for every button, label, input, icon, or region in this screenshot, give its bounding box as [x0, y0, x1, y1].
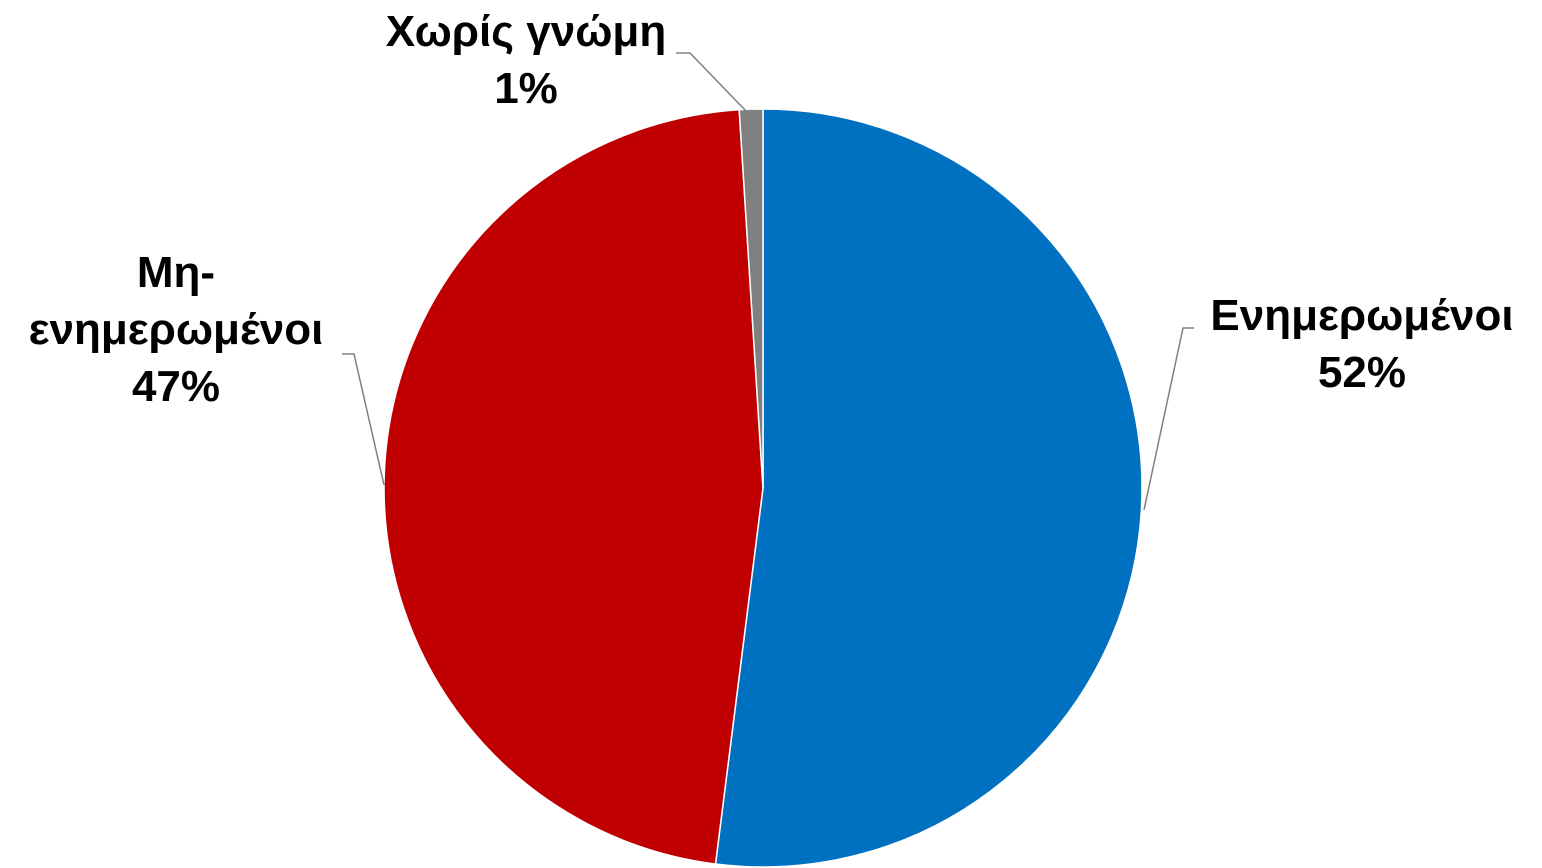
data-label-line: Μη-	[137, 248, 215, 297]
leader-line-2	[342, 353, 385, 486]
data-label-2: Μη-ενημερωμένοι 47%	[29, 248, 324, 411]
leader-line-1	[1143, 327, 1194, 511]
data-label-line: 52%	[1318, 348, 1406, 397]
leader-line-3	[676, 52, 747, 112]
leader-lines	[342, 52, 1194, 511]
data-label-line: 47%	[132, 362, 220, 411]
data-label-1: Ενημερωμένοι 52%	[1210, 291, 1513, 397]
data-label-line: 1%	[494, 64, 558, 113]
pie-slice-3	[738, 108, 764, 489]
data-label-line: Χωρίς γνώμη	[386, 7, 666, 56]
data-label-line: ενημερωμένοι	[29, 305, 324, 354]
data-label-3: Χωρίς γνώμη 1%	[386, 7, 666, 113]
pie-slices	[383, 108, 1143, 868]
data-labels: Ενημερωμένοι 52% Μη-ενημερωμένοι 47% Χωρίς γ…	[29, 7, 1514, 411]
pie-slice-2	[383, 108, 764, 865]
pie-slice-1	[714, 108, 1143, 868]
data-label-line: Ενημερωμένοι	[1210, 291, 1513, 340]
